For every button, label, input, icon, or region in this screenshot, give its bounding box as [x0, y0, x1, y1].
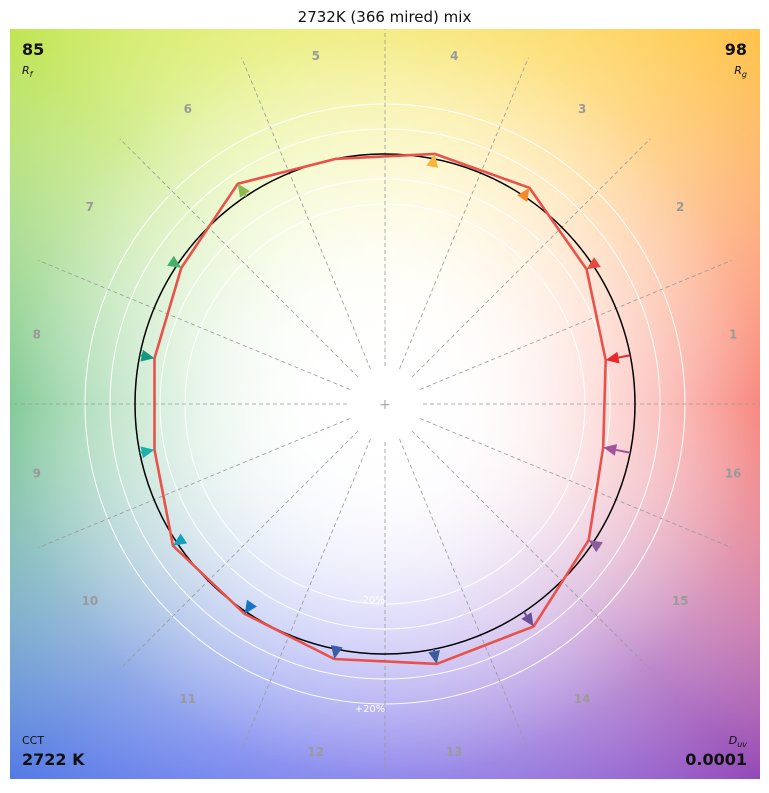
hue-bin-label-15: 15 — [672, 594, 689, 608]
hue-bin-label-12: 12 — [307, 745, 324, 759]
hue-bin-label-14: 14 — [574, 692, 591, 706]
hue-bin-label-16: 16 — [725, 466, 742, 480]
chart-title: 2732K (366 mired) mix — [298, 8, 472, 26]
rf-value: 85 — [22, 40, 44, 59]
duv-value: 0.0001 — [685, 750, 747, 769]
hue-bin-label-5: 5 — [312, 49, 320, 63]
rg-value: 98 — [725, 40, 747, 59]
hue-bin-label-4: 4 — [450, 49, 458, 63]
hue-bin-label-10: 10 — [81, 594, 98, 608]
ring-label-minus20: -20% — [359, 595, 385, 606]
hue-bin-label-7: 7 — [86, 200, 94, 214]
cct-value: 2722 K — [22, 750, 85, 769]
hue-bin-label-13: 13 — [446, 745, 463, 759]
hue-bin-label-8: 8 — [33, 328, 41, 342]
hue-bin-label-3: 3 — [578, 102, 586, 116]
hue-bin-label-1: 1 — [729, 328, 737, 342]
cct-label: CCT — [22, 734, 44, 747]
center-marker: + — [379, 397, 391, 413]
hue-bin-label-9: 9 — [33, 466, 41, 480]
ring-label-plus20: +20% — [355, 704, 386, 715]
hue-bin-label-11: 11 — [179, 692, 196, 706]
hue-bin-label-2: 2 — [676, 200, 684, 214]
hue-bin-label-6: 6 — [184, 102, 192, 116]
